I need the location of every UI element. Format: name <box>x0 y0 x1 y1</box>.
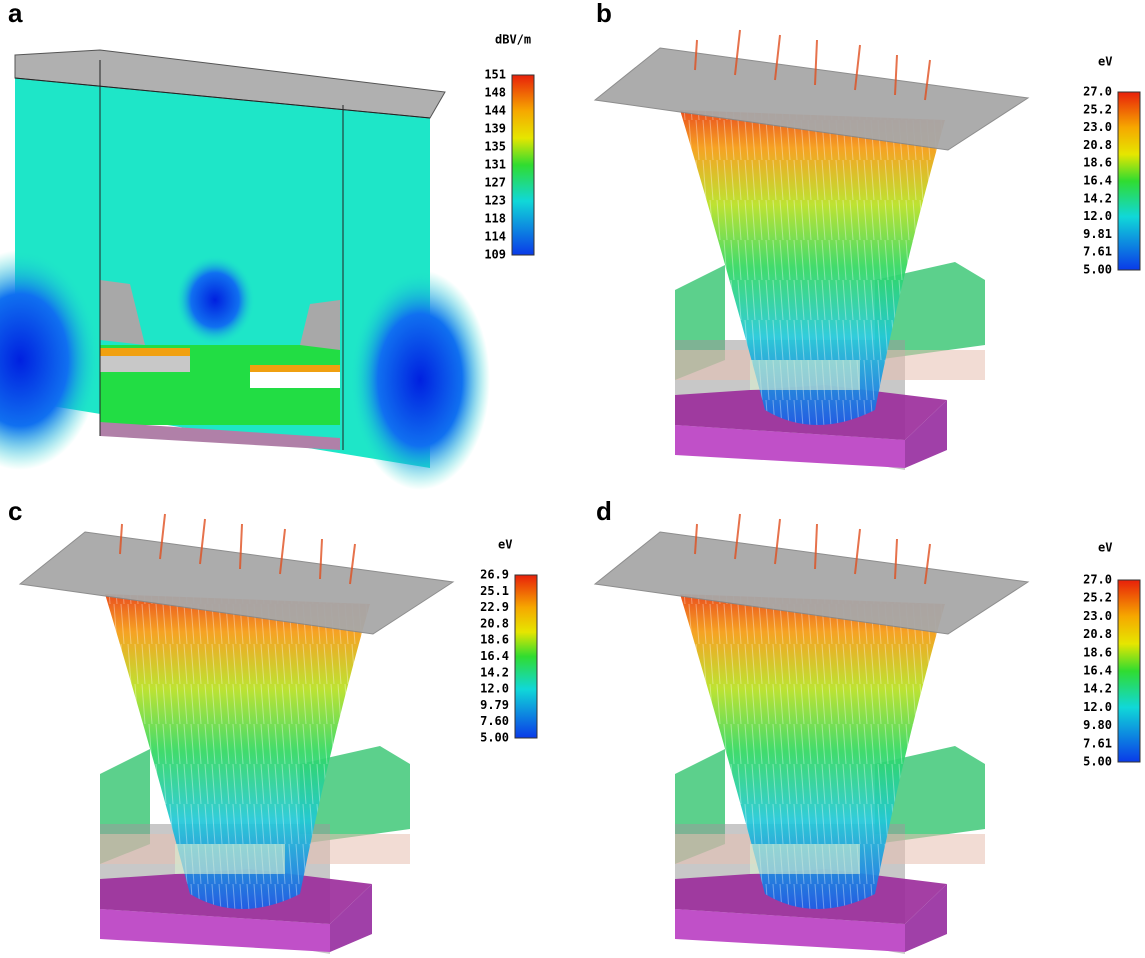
colorbar <box>512 75 534 255</box>
colorbar-tick-label: 20.8 <box>480 616 509 630</box>
colorbar-unit: eV <box>498 538 512 552</box>
colorbar-tick-label: 9.81 <box>1083 227 1112 241</box>
colorbar-tick-label: 18.6 <box>480 633 509 647</box>
colorbar-tick-label: 12.0 <box>1083 700 1112 714</box>
colorbar-tick-label: 7.61 <box>1083 736 1112 750</box>
colorbar-tick-label: 27.0 <box>1083 573 1112 587</box>
colorbar-tick-label: 14.2 <box>1083 191 1112 205</box>
colorbar-tick-label: 9.80 <box>1083 718 1112 732</box>
colorbar <box>1118 580 1140 762</box>
colorbar-tick-label: 18.6 <box>1083 156 1112 170</box>
colorbar-tick-label: 14.2 <box>480 665 509 679</box>
colorbar-tick-label: 16.4 <box>1083 664 1112 678</box>
colorbar-tick-label: 14.2 <box>1083 682 1112 696</box>
panel-label: b <box>596 0 612 28</box>
colorbar-tick-label: 127 <box>484 176 506 190</box>
panel-d-image <box>595 514 1028 954</box>
colorbar-tick-label: 25.2 <box>1083 102 1112 116</box>
colorbar-tick-label: 27.0 <box>1083 85 1112 99</box>
colorbar-tick-label: 23.0 <box>1083 609 1112 623</box>
panel-a-image <box>0 50 490 490</box>
colorbar-tick-label: 114 <box>484 230 506 244</box>
colorbar-tick-label: 25.2 <box>1083 591 1112 605</box>
colorbar <box>1118 92 1140 270</box>
colorbar-tick-label: 5.00 <box>480 731 509 745</box>
colorbar-tick-label: 135 <box>484 140 506 154</box>
colorbar-tick-label: 9.79 <box>480 698 509 712</box>
panel-label: a <box>8 0 23 28</box>
colorbar-tick-label: 144 <box>484 104 506 118</box>
colorbar-unit: eV <box>1098 541 1112 555</box>
colorbar-tick-label: 148 <box>484 86 506 100</box>
colorbar-tick-label: 16.4 <box>1083 174 1112 188</box>
colorbar-tick-label: 5.00 <box>1083 263 1112 277</box>
colorbar-tick-label: 26.9 <box>480 568 509 582</box>
colorbar-tick-label: 25.1 <box>480 584 509 598</box>
colorbar-tick-label: 20.8 <box>1083 138 1112 152</box>
colorbar-tick-label: 7.60 <box>480 714 509 728</box>
colorbar-tick-label: 16.4 <box>480 649 509 663</box>
colorbar-tick-label: 139 <box>484 122 506 136</box>
colorbar <box>515 575 537 738</box>
colorbar-tick-label: 22.9 <box>480 600 509 614</box>
colorbar-tick-label: 123 <box>484 194 506 208</box>
colorbar-tick-label: 131 <box>484 158 506 172</box>
panel-label: d <box>596 496 612 526</box>
colorbar-tick-label: 118 <box>484 212 506 226</box>
figure: a dBV/m 151 148 144 139 135 131 127 123 118 114 109 b… <box>0 0 1145 958</box>
colorbar-tick-label: 109 <box>484 248 506 262</box>
colorbar-tick-label: 20.8 <box>1083 627 1112 641</box>
colorbar-tick-label: 7.61 <box>1083 245 1112 259</box>
colorbar-tick-label: 151 <box>484 68 506 82</box>
panel-b-image <box>595 30 1028 470</box>
colorbar-tick-label: 5.00 <box>1083 755 1112 769</box>
panel-label: c <box>8 496 22 526</box>
colorbar-tick-label: 12.0 <box>1083 209 1112 223</box>
panel-c-image <box>20 514 453 954</box>
colorbar-tick-label: 23.0 <box>1083 120 1112 134</box>
colorbar-unit: dBV/m <box>495 33 531 47</box>
colorbar-tick-label: 18.6 <box>1083 645 1112 659</box>
colorbar-tick-label: 12.0 <box>480 682 509 696</box>
colorbar-unit: eV <box>1098 55 1112 69</box>
